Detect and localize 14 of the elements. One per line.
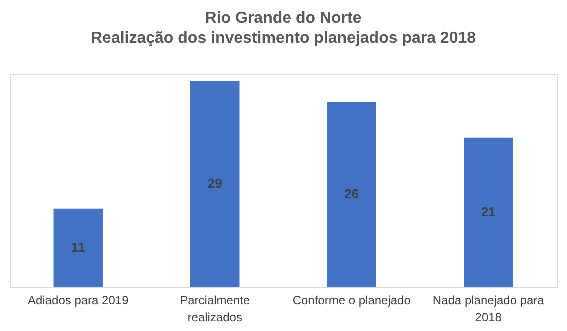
bar [464, 138, 514, 287]
data-label: 11 [72, 240, 86, 255]
chart-title: Rio Grande do Norte [205, 10, 362, 27]
data-label: 21 [481, 204, 496, 220]
x-tick-label: Conforme o planejado [292, 294, 412, 308]
data-label: 26 [344, 186, 360, 202]
bar [54, 208, 103, 287]
x-tick-label: Nada planejado para 2018 [432, 294, 545, 324]
bar [327, 102, 376, 287]
chart-subtitle: Realização dos investimento planejados para 2018 [90, 30, 476, 47]
x-tick-label: Parcialmente realizados [180, 294, 250, 324]
x-tick-label: Adiados para 2019 [28, 294, 130, 308]
data-label: 29 [208, 176, 222, 192]
bar [190, 81, 240, 287]
